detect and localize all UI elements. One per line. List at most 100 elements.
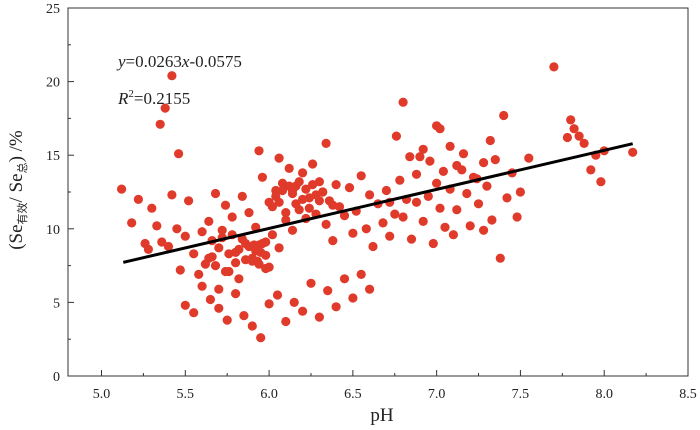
data-point xyxy=(628,147,638,157)
data-point xyxy=(204,216,214,226)
x-axis-ticks: 5.0 5.5 6.0 6.5 7.0 7.5 8.0 8.5 xyxy=(93,370,697,402)
data-point xyxy=(395,175,405,185)
data-point xyxy=(314,196,324,206)
data-point xyxy=(465,221,475,231)
data-point xyxy=(425,156,435,166)
data-point xyxy=(485,135,495,146)
data-point xyxy=(239,311,249,321)
data-point xyxy=(398,97,408,107)
data-point xyxy=(339,211,350,221)
data-point xyxy=(321,219,331,229)
data-point xyxy=(331,180,341,190)
regression-equation: y=0.0263x-0.0575 xyxy=(116,52,242,71)
data-point xyxy=(117,184,127,194)
data-point xyxy=(458,149,469,159)
data-point xyxy=(257,172,267,182)
data-point xyxy=(277,185,288,196)
data-point xyxy=(244,208,254,218)
data-point xyxy=(167,71,177,81)
data-point xyxy=(473,199,484,209)
y-axis-label: (Se有效/ Se总) /% xyxy=(6,130,29,250)
data-point xyxy=(423,191,433,201)
data-point xyxy=(515,187,526,197)
data-point xyxy=(231,289,241,299)
data-point xyxy=(163,241,174,252)
data-point xyxy=(155,119,165,129)
y-tick-label: 20 xyxy=(46,76,60,91)
data-point xyxy=(189,308,199,318)
data-point xyxy=(435,203,445,213)
data-point xyxy=(479,158,489,168)
data-point xyxy=(448,230,458,240)
data-point xyxy=(274,197,284,207)
data-point xyxy=(189,249,199,259)
data-point xyxy=(256,333,266,343)
data-point xyxy=(323,286,333,296)
y-tick-label: 25 xyxy=(46,2,60,17)
data-point xyxy=(391,131,401,141)
data-point xyxy=(157,237,167,247)
data-point xyxy=(549,62,559,72)
data-point xyxy=(247,321,257,331)
data-point xyxy=(214,284,224,294)
y-axis-ticks: 0 5 10 15 20 25 xyxy=(46,2,74,385)
data-point xyxy=(249,240,259,250)
data-point xyxy=(256,247,266,257)
x-tick-label: 7.5 xyxy=(512,387,530,402)
data-point xyxy=(482,181,492,191)
data-point xyxy=(298,168,308,178)
data-point xyxy=(220,200,231,210)
data-point xyxy=(298,194,308,204)
data-point xyxy=(405,152,415,162)
data-point xyxy=(204,253,214,263)
data-point xyxy=(462,188,472,199)
data-point xyxy=(418,216,428,226)
data-point xyxy=(274,243,284,253)
data-point xyxy=(261,237,271,247)
data-point xyxy=(499,110,509,121)
data-point xyxy=(160,103,170,113)
data-point xyxy=(512,212,522,222)
data-point xyxy=(127,218,137,228)
data-point xyxy=(252,256,262,266)
data-point xyxy=(241,255,251,265)
x-tick-label: 5.5 xyxy=(177,387,195,402)
data-point xyxy=(361,224,371,234)
data-point xyxy=(385,231,395,241)
data-point xyxy=(378,218,388,228)
data-point xyxy=(143,244,153,254)
data-point xyxy=(562,132,573,143)
data-point xyxy=(398,212,408,222)
data-point xyxy=(214,303,224,313)
data-point xyxy=(274,153,284,163)
data-point xyxy=(452,160,462,171)
data-point xyxy=(308,159,318,169)
data-point xyxy=(227,212,237,222)
x-axis-label: pH xyxy=(370,405,394,426)
data-point xyxy=(194,269,204,279)
data-point xyxy=(220,266,231,277)
data-point xyxy=(440,222,450,232)
axes-frame xyxy=(67,7,689,377)
data-point xyxy=(281,208,291,218)
data-point xyxy=(418,144,428,154)
data-point xyxy=(172,224,182,234)
y-tick-label: 10 xyxy=(46,223,60,238)
data-point xyxy=(264,262,274,272)
data-point xyxy=(167,190,177,200)
data-point xyxy=(133,194,143,204)
data-point xyxy=(284,163,294,173)
data-point xyxy=(452,205,462,215)
x-tick-label: 8.5 xyxy=(679,387,697,402)
data-point xyxy=(435,124,445,134)
data-point xyxy=(314,312,324,322)
data-point xyxy=(214,243,224,253)
data-point xyxy=(495,253,505,263)
data-point xyxy=(438,166,448,176)
data-point xyxy=(411,197,422,207)
data-point xyxy=(586,165,596,175)
data-point xyxy=(175,265,185,275)
data-point xyxy=(356,171,366,181)
data-point xyxy=(301,184,311,194)
